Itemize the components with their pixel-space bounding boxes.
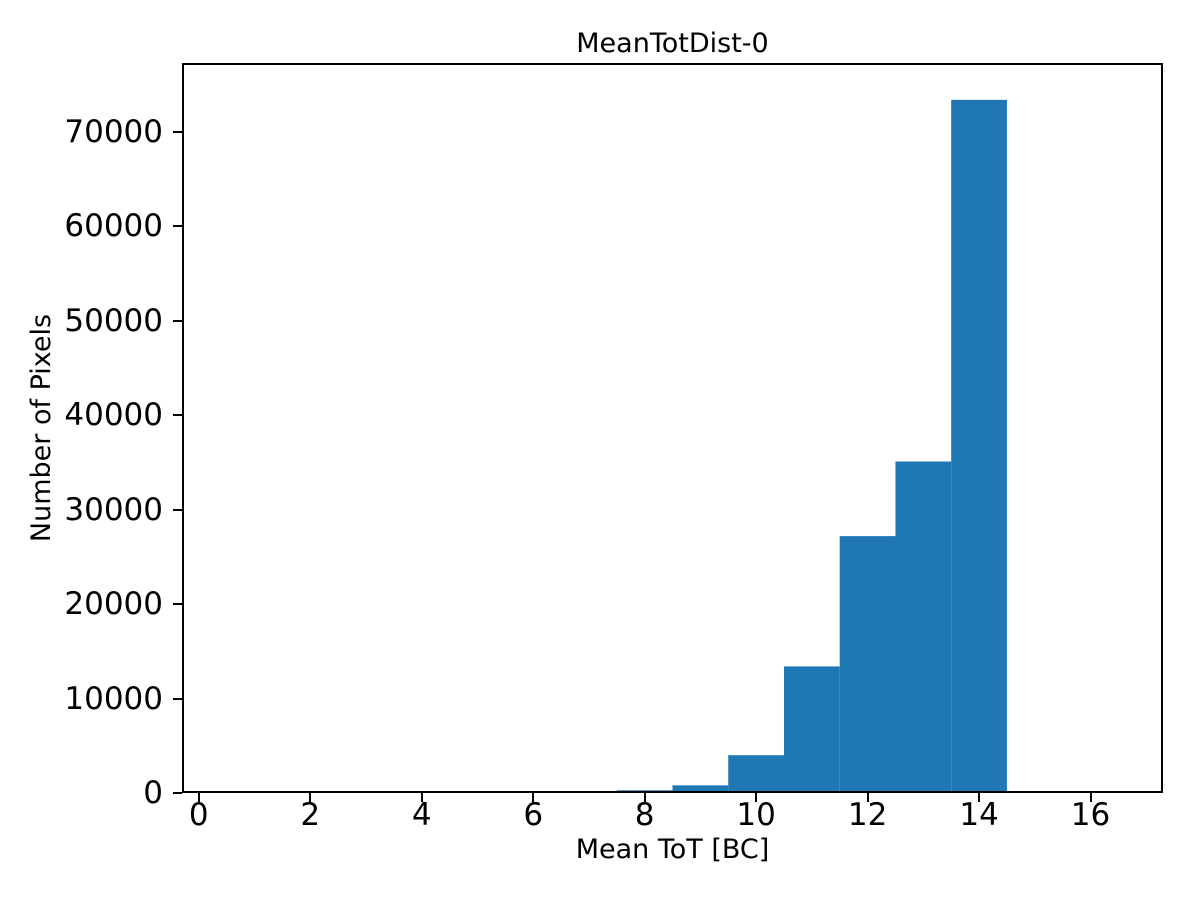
x-tick-label: 6 bbox=[523, 797, 544, 833]
x-tick-label: 4 bbox=[411, 797, 432, 833]
y-tick-label: 30000 bbox=[64, 491, 163, 528]
x-tick-label: 2 bbox=[300, 797, 321, 833]
y-tick-mark bbox=[173, 319, 182, 322]
x-tick-mark bbox=[866, 793, 869, 802]
y-tick-mark bbox=[173, 225, 182, 228]
x-tick-mark bbox=[755, 793, 758, 802]
histogram-bar bbox=[672, 785, 729, 793]
x-tick-mark bbox=[532, 793, 535, 802]
y-tick-label: 50000 bbox=[64, 302, 163, 339]
y-tick-label: 20000 bbox=[64, 586, 163, 623]
y-axis-label: Number of Pixels bbox=[25, 313, 57, 543]
y-tick-mark bbox=[173, 508, 182, 511]
x-tick-mark bbox=[1089, 793, 1092, 802]
x-tick-label: 10 bbox=[736, 797, 776, 833]
y-tick-mark bbox=[173, 697, 182, 700]
histogram-bar bbox=[839, 536, 896, 793]
x-tick-mark bbox=[978, 793, 981, 802]
histogram-bar bbox=[783, 666, 840, 793]
y-tick-label: 70000 bbox=[64, 113, 163, 150]
y-tick-mark bbox=[173, 414, 182, 417]
histogram-plot bbox=[182, 63, 1163, 793]
histogram-bar bbox=[895, 461, 952, 793]
plot-area bbox=[182, 63, 1163, 793]
x-tick-mark bbox=[309, 793, 312, 802]
chart-title: MeanTotDist-0 bbox=[576, 28, 769, 59]
x-tick-label: 14 bbox=[959, 797, 999, 833]
histogram-bar bbox=[951, 99, 1007, 793]
y-tick-label: 0 bbox=[143, 775, 163, 811]
x-tick-mark bbox=[643, 793, 646, 802]
x-tick-label: 12 bbox=[847, 797, 888, 833]
y-tick-mark bbox=[173, 792, 182, 794]
x-tick-label: 8 bbox=[634, 797, 655, 833]
axes-spines bbox=[182, 63, 1163, 793]
y-tick-label: 10000 bbox=[64, 680, 163, 717]
y-tick-mark bbox=[173, 130, 182, 133]
x-tick-label: 16 bbox=[1070, 797, 1111, 833]
x-tick-mark bbox=[420, 793, 423, 802]
y-tick-label: 60000 bbox=[64, 208, 163, 245]
x-tick-mark bbox=[197, 793, 200, 802]
histogram-bar bbox=[728, 755, 784, 793]
x-axis-label: Mean ToT [BC] bbox=[575, 834, 770, 865]
y-tick-label: 40000 bbox=[64, 397, 163, 434]
x-tick-label: 0 bbox=[188, 797, 209, 833]
y-tick-mark bbox=[173, 603, 182, 606]
